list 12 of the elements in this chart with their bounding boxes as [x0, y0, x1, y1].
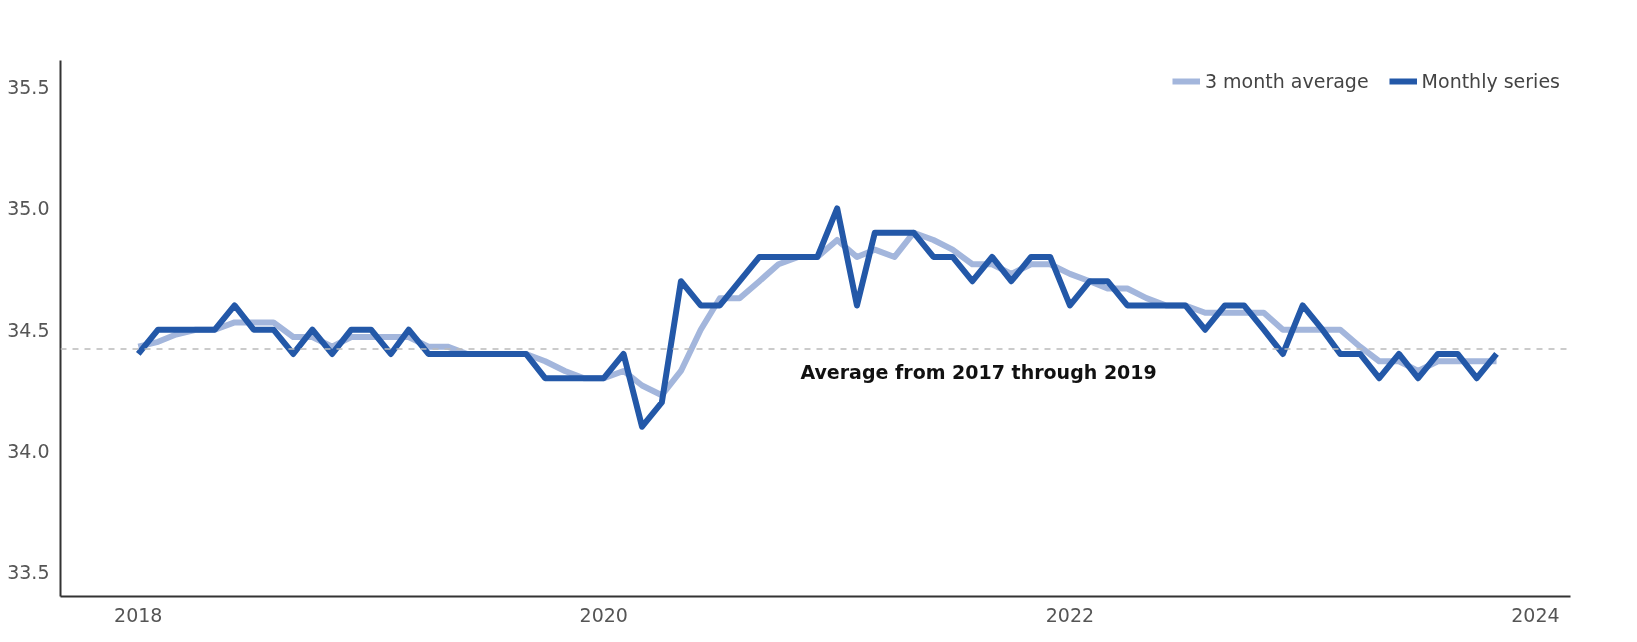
x-tick-label: 2020: [579, 603, 628, 626]
y-tick-label: 35.5: [7, 76, 50, 99]
x-tick-label: 2022: [1045, 603, 1095, 626]
legend-label: 3 month average: [1204, 70, 1369, 92]
y-tick-label: 34.5: [7, 318, 50, 341]
x-tick-label: 2024: [1511, 603, 1560, 626]
x-tick-label: 2018: [114, 603, 163, 626]
y-tick-label: 33.5: [7, 561, 50, 584]
y-tick-label: 35.0: [7, 197, 50, 220]
legend-label: Monthly series: [1421, 70, 1560, 92]
y-tick-label: 34.0: [7, 439, 50, 462]
ref-line-label: Average from 2017 through 2019: [800, 361, 1157, 384]
